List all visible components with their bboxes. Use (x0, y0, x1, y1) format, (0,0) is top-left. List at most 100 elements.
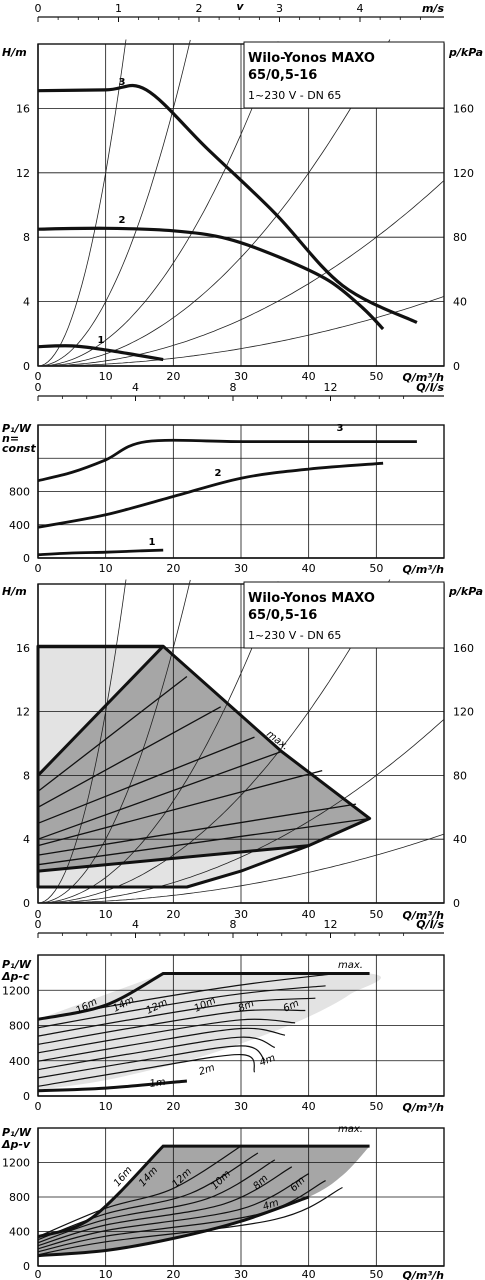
system-curve (37, 581, 279, 904)
top-tick-label: 0 (35, 2, 42, 15)
system-curve (38, 833, 445, 904)
field-curve (37, 736, 255, 824)
series-line-2 (37, 226, 385, 331)
y-axis-label: H/m (2, 585, 27, 598)
pc-curve (37, 985, 326, 1029)
y2-tick-label: 80 (453, 231, 467, 244)
y-tick-label: 12 (16, 167, 30, 180)
y-tick-label: 0 (23, 1260, 30, 1273)
x-tick-label: 0 (35, 370, 42, 383)
max-annotation: max. (338, 960, 363, 971)
top-tick-label: 8 (230, 918, 237, 931)
x-tick-label: 0 (35, 1268, 42, 1280)
field-curve (37, 706, 222, 808)
top-tick-label: 8 (230, 381, 237, 394)
pc-curve (37, 1036, 276, 1071)
subtitle-b: 1~230 V - DN 65 (248, 629, 341, 642)
top-tick-label: 0 (35, 918, 42, 931)
x-tick-label: 30 (234, 370, 248, 383)
top-tick-label: 12 (324, 918, 338, 931)
y-tick-label: 1200 (2, 1157, 30, 1170)
pc-curve (37, 1018, 296, 1054)
top-tick-label: 4 (132, 381, 139, 394)
curve-label: 2m (198, 1062, 217, 1078)
pv-curve (37, 1152, 259, 1241)
x-tick-label: 40 (302, 562, 316, 575)
x-tick-label: 50 (369, 562, 383, 575)
curve-label: 4m (262, 1197, 281, 1213)
x-axis-label: Q/m³/h (403, 1101, 445, 1114)
x-tick-label: 50 (369, 1100, 383, 1113)
pv-curve (37, 1145, 242, 1238)
system-curve (37, 579, 191, 904)
top-tick-label: 4 (132, 918, 139, 931)
x-tick-label: 40 (302, 1268, 316, 1280)
system-curve (37, 41, 279, 367)
y2-tick-label: 0 (453, 897, 460, 910)
series-label-2: 2 (119, 215, 126, 226)
top-axis-unit: Q/l/s (416, 381, 444, 394)
y-tick-label: 0 (23, 360, 30, 373)
x-tick-label: 0 (35, 908, 42, 921)
curve-label: 1m (149, 1077, 167, 1090)
y-tick-label: 4 (23, 296, 30, 309)
system-curve (38, 39, 391, 367)
pc-curve (37, 1009, 306, 1045)
y-tick-label: 800 (9, 1020, 30, 1033)
pv-curve (37, 1180, 326, 1253)
y-axis-label-2: Δp-c (1, 970, 30, 983)
y2-tick-label: 40 (453, 833, 467, 846)
y-tick-label: 16 (16, 102, 30, 115)
y-tick-label: 16 (16, 642, 30, 655)
pv-curve (37, 1173, 309, 1250)
field-min-edge (37, 844, 309, 873)
x-tick-label: 50 (369, 908, 383, 921)
title-block-2: Wilo-Yonos MAXO 65/0,5-16 1~230 V - DN 6… (243, 581, 445, 649)
field-curve (37, 803, 357, 856)
field-curve (37, 817, 370, 866)
series-label-1: 1 (149, 537, 156, 548)
system-curve (37, 39, 127, 367)
pv-min-edge (37, 1195, 310, 1258)
max-annotation: max. (338, 1124, 363, 1135)
x-tick-label: 40 (302, 370, 316, 383)
field-dp-v-edge (36, 645, 165, 777)
y-tick-label: 0 (23, 552, 30, 565)
y2-tick-label: 120 (453, 706, 474, 719)
series-line-1 (37, 344, 164, 362)
pc-max-edge (37, 971, 370, 1021)
x-tick-label: 10 (99, 562, 113, 575)
x-axis-label: Q/m³/h (403, 563, 445, 576)
x-tick-label: 10 (99, 1268, 113, 1280)
x-tick-label: 30 (234, 1268, 248, 1280)
y-axis-label: H/m (2, 46, 27, 59)
system-curve (38, 579, 391, 904)
top-tick-label: 4 (357, 2, 364, 15)
top-axis-unit: m/s (422, 2, 444, 15)
y2-tick-label: 160 (453, 642, 474, 655)
x-tick-label: 40 (302, 908, 316, 921)
x-axis-label: Q/m³/h (403, 909, 445, 922)
pc-curve (37, 1027, 286, 1062)
pc-curve (37, 1045, 266, 1079)
top-tick-label: 0 (35, 381, 42, 394)
y-tick-label: 0 (23, 897, 30, 910)
y2-tick-label: 160 (453, 102, 474, 115)
y-axis-label: P₁/W (2, 1126, 32, 1139)
system-curve (38, 180, 445, 367)
system-curve (38, 719, 445, 904)
y-axis-label-3: const (2, 442, 36, 455)
plot-frame (37, 424, 445, 559)
pc-curve (37, 997, 316, 1037)
y2-tick-label: 0 (453, 360, 460, 373)
system-curve (38, 296, 445, 367)
top-tick-label: 12 (324, 381, 338, 394)
x-tick-label: 20 (166, 370, 180, 383)
x-tick-label: 0 (35, 1100, 42, 1113)
y-tick-label: 4 (23, 833, 30, 846)
title-line1-b: Wilo-Yonos MAXO (248, 591, 375, 606)
